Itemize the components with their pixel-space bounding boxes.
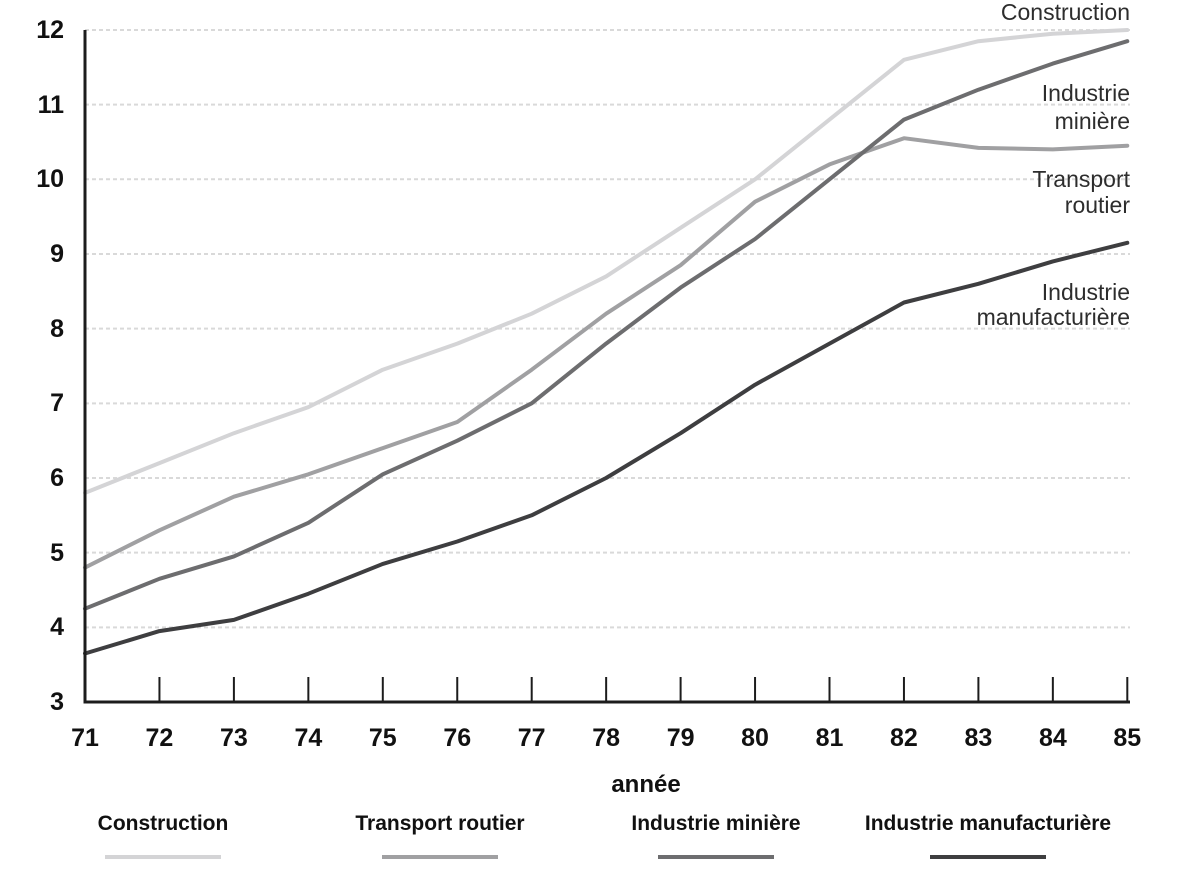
series-label-line: Construction — [1000, 0, 1130, 25]
series-line-industrie-manufacturi-re — [83, 240, 1130, 656]
y-tick-label-9: 9 — [50, 239, 64, 268]
series-label-line: Industrie — [1041, 80, 1130, 106]
legend-item-transport-routier: Transport routier — [290, 812, 590, 859]
x-tick-label-78: 78 — [592, 724, 621, 752]
series-label-construction: Construction — [1001, 0, 1130, 24]
series-line-construction — [83, 28, 1130, 495]
x-tick-label-85: 85 — [1113, 724, 1142, 752]
y-tick-label-3: 3 — [50, 688, 64, 716]
series-label-line: minière — [1054, 108, 1130, 134]
y-tick-label-12: 12 — [36, 15, 64, 44]
y-tick-label-6: 6 — [50, 463, 64, 492]
series-label-line: routier — [1064, 192, 1130, 218]
legend-label: Transport routier — [355, 812, 525, 835]
x-tick-label-82: 82 — [890, 724, 918, 752]
y-tick-label-10: 10 — [36, 165, 64, 194]
series-label-industrie-manufacturiere: Industrie manufacturière — [977, 280, 1130, 330]
x-tick-label-79: 79 — [666, 724, 695, 752]
legend-label: Industrie minière — [631, 812, 801, 835]
legend-item-industrie-manufacturiere: Industrie manufacturière — [838, 812, 1138, 859]
series-label-line: manufacturière — [976, 304, 1130, 330]
x-tick-label-83: 83 — [964, 724, 993, 752]
legend-swatch-transport-routier — [382, 855, 498, 859]
x-tick-label-84: 84 — [1038, 724, 1067, 752]
legend-label: Industrie manufacturière — [864, 812, 1112, 835]
legend-swatch-industrie-manufacturiere — [930, 855, 1046, 859]
y-tick-label-7: 7 — [50, 389, 64, 418]
x-tick-label-72: 72 — [145, 724, 174, 752]
series-label-line: Industrie — [1041, 279, 1130, 305]
y-tick-label-4: 4 — [50, 613, 64, 642]
x-tick-label-77: 77 — [517, 724, 546, 752]
x-tick-label-74: 74 — [294, 724, 323, 752]
legend-item-industrie-miniere: Industrie minière — [566, 812, 866, 859]
x-tick-label-73: 73 — [219, 724, 248, 752]
y-tick-label-11: 11 — [37, 90, 64, 119]
series-label-industrie-miniere: Industrie minière — [1042, 79, 1130, 135]
x-tick-label-71: 71 — [71, 724, 99, 752]
y-tick-label-5: 5 — [50, 538, 64, 567]
legend-label: Construction — [97, 812, 229, 835]
series-label-line: Transport — [1032, 166, 1130, 192]
x-tick-label-81: 81 — [815, 724, 844, 752]
x-axis-title: année — [611, 771, 681, 798]
line-chart-plot — [83, 28, 1130, 704]
axis-lines — [83, 29, 1130, 704]
x-tick-label-80: 80 — [741, 724, 769, 752]
series-label-transport-routier: Transport routier — [1032, 166, 1130, 218]
legend-swatch-industrie-miniere — [658, 855, 774, 859]
series-line-industrie-mini-re — [83, 39, 1130, 611]
legend-swatch-construction — [105, 855, 221, 859]
x-tick-label-76: 76 — [443, 724, 472, 752]
legend-item-construction: Construction — [13, 812, 313, 859]
y-tick-label-8: 8 — [50, 314, 64, 343]
series-line-transport-routier — [83, 136, 1130, 570]
x-tick-label-75: 75 — [368, 724, 397, 752]
